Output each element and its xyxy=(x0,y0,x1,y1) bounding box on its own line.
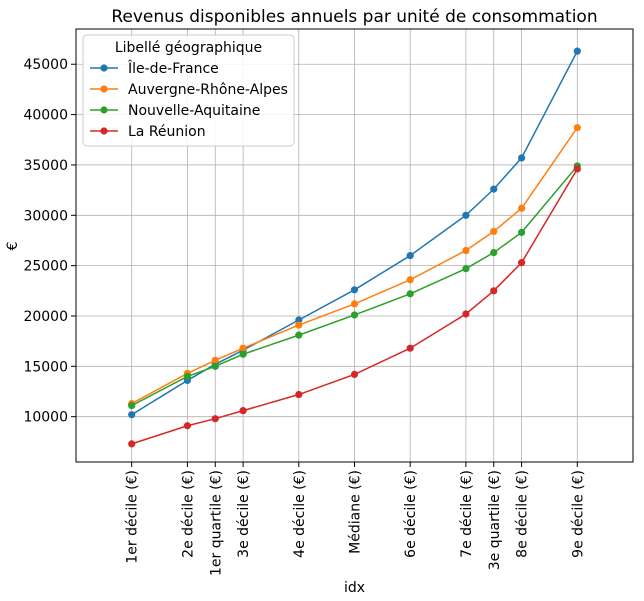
y-tick-label: 20000 xyxy=(23,309,68,325)
x-tick-label: 4e décile (€) xyxy=(292,470,308,558)
data-point xyxy=(128,402,136,410)
data-point xyxy=(128,411,136,419)
x-axis-label: idx xyxy=(344,580,365,596)
data-point xyxy=(295,316,303,324)
legend-marker xyxy=(100,64,108,72)
legend-item: La Réunion xyxy=(90,124,206,140)
legend-marker xyxy=(100,127,108,135)
x-tick-label: Médiane (€) xyxy=(348,470,364,554)
y-axis: 10000 15000 20000 25000 30000 35000 40000 45000 xyxy=(23,57,76,426)
y-tick-label: 25000 xyxy=(23,259,68,275)
legend-marker xyxy=(100,106,108,114)
legend-marker xyxy=(100,85,108,93)
legend-item: Auvergne-Rhône-Alpes xyxy=(90,82,288,98)
y-tick-label: 15000 xyxy=(23,359,68,375)
x-tick-label: 6e décile (€) xyxy=(403,470,419,558)
x-tick-label: 7e décile (€) xyxy=(459,470,475,558)
data-point xyxy=(350,370,359,378)
data-point xyxy=(295,321,303,329)
data-point xyxy=(573,47,581,55)
data-point xyxy=(462,310,470,318)
data-point xyxy=(211,356,219,364)
data-point xyxy=(490,287,498,295)
data-point xyxy=(183,372,191,381)
x-tick-label: 9e décile (€) xyxy=(570,470,586,558)
x-tick-label: 3e quartile (€) xyxy=(487,470,503,570)
data-point xyxy=(350,300,359,308)
legend-title: Libellé géographique xyxy=(115,40,262,56)
data-point xyxy=(350,311,359,319)
x-axis: 1er décile (€) 2e décile (€) 1er quartile … xyxy=(125,462,586,576)
legend-item: Île-de-France xyxy=(90,59,219,77)
y-tick-label: 35000 xyxy=(23,158,68,174)
legend: Libellé géographique Île-de-France Auverg… xyxy=(82,34,295,147)
data-point xyxy=(239,407,247,415)
data-point xyxy=(518,154,526,162)
y-axis-label: € xyxy=(5,242,21,251)
data-point xyxy=(295,390,303,399)
data-point xyxy=(183,422,191,430)
y-tick-label: 40000 xyxy=(23,108,68,124)
data-point xyxy=(406,251,414,260)
data-point xyxy=(490,248,498,257)
legend-label: La Réunion xyxy=(128,124,206,140)
legend-box xyxy=(82,34,295,147)
data-point xyxy=(462,211,470,219)
data-point xyxy=(211,415,219,423)
data-point xyxy=(462,246,470,255)
x-tick-label: 1er quartile (€) xyxy=(208,470,224,576)
series-1 xyxy=(128,124,581,408)
data-point xyxy=(350,286,359,294)
data-point xyxy=(128,440,136,448)
y-tick-label: 45000 xyxy=(23,57,68,73)
legend-item: Nouvelle-Aquitaine xyxy=(90,103,260,119)
x-tick-label: 8e décile (€) xyxy=(515,470,531,558)
legend-label: Nouvelle-Aquitaine xyxy=(128,103,260,119)
data-point xyxy=(518,204,526,212)
data-point xyxy=(573,124,581,132)
x-tick-label: 2e décile (€) xyxy=(180,470,196,558)
data-point xyxy=(406,290,414,298)
data-point xyxy=(406,276,414,284)
data-point xyxy=(406,344,414,352)
chart-title: Revenus disponibles annuels par unité de… xyxy=(111,7,597,27)
data-point xyxy=(239,344,247,352)
y-tick-label: 30000 xyxy=(23,208,68,224)
data-point xyxy=(518,228,526,237)
data-point xyxy=(295,331,303,339)
data-point xyxy=(490,227,498,236)
legend-label: Île-de-France xyxy=(127,59,219,77)
series xyxy=(128,47,581,448)
data-point xyxy=(211,362,219,370)
data-point xyxy=(462,265,470,273)
series-3 xyxy=(128,165,581,448)
data-point xyxy=(573,165,581,173)
x-tick-label: 1er décile (€) xyxy=(125,470,141,564)
series-2 xyxy=(128,162,581,410)
data-point xyxy=(518,259,526,267)
legend-label: Auvergne-Rhône-Alpes xyxy=(128,82,288,98)
data-point xyxy=(239,350,247,358)
x-tick-label: 3e décile (€) xyxy=(236,470,252,558)
y-tick-label: 10000 xyxy=(23,410,68,426)
data-point xyxy=(490,185,498,193)
